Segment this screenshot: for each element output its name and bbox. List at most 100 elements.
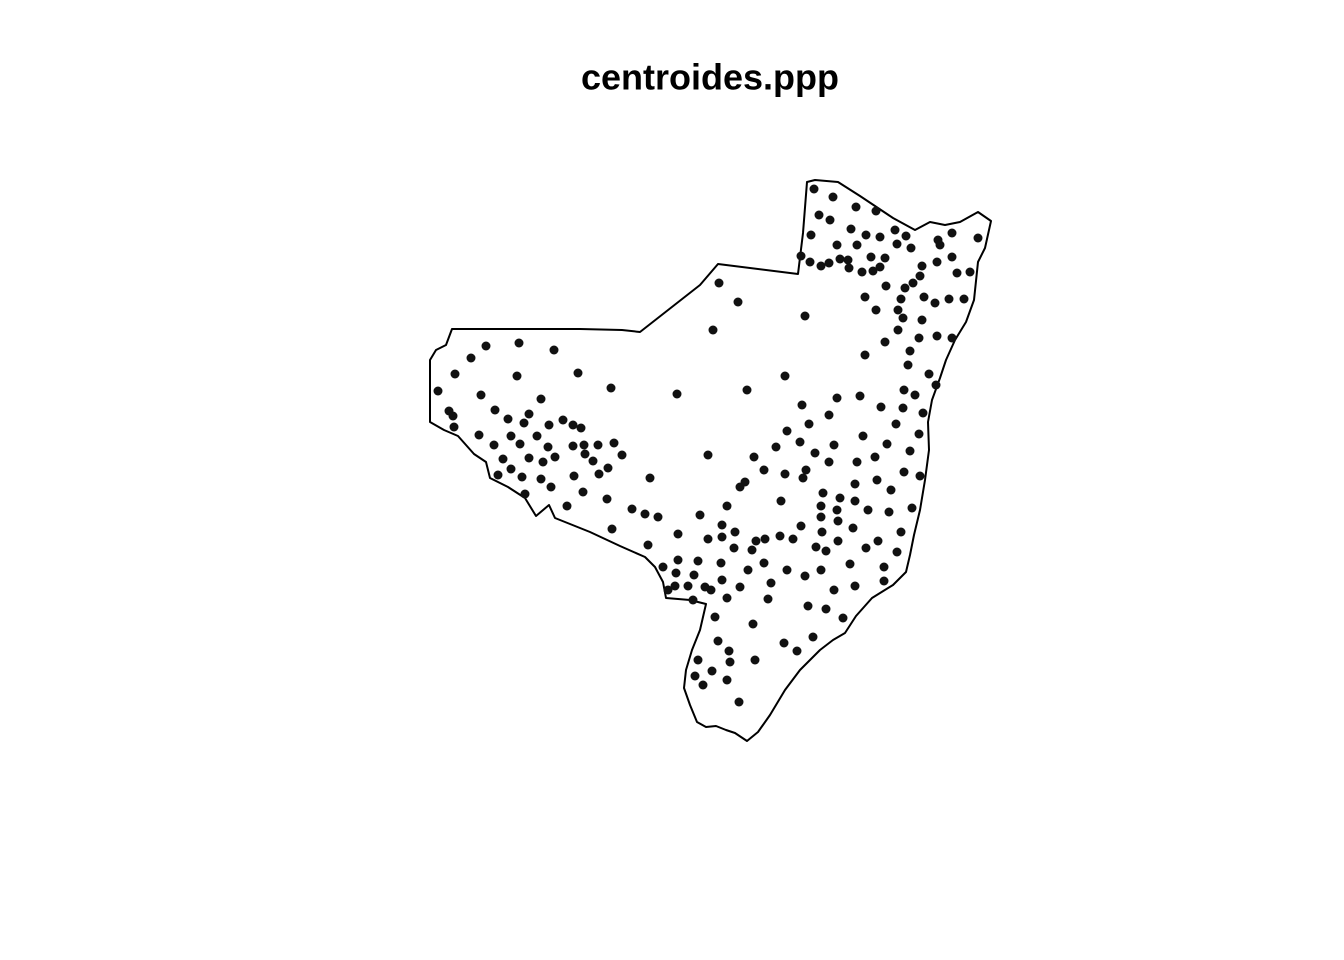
- point: [670, 581, 680, 591]
- point: [795, 437, 805, 447]
- point: [602, 494, 612, 504]
- point: [717, 520, 727, 530]
- point: [576, 423, 586, 433]
- point: [780, 469, 790, 479]
- point: [908, 278, 918, 288]
- point: [490, 405, 500, 415]
- point: [524, 409, 534, 419]
- point: [816, 565, 826, 575]
- point: [476, 390, 486, 400]
- point: [717, 532, 727, 542]
- point: [707, 666, 717, 676]
- point: [952, 268, 962, 278]
- point: [868, 266, 878, 276]
- point: [733, 297, 743, 307]
- point: [806, 230, 816, 240]
- point: [886, 485, 896, 495]
- point: [569, 471, 579, 481]
- point: [568, 420, 578, 430]
- point: [917, 261, 927, 271]
- point: [871, 305, 881, 315]
- point: [515, 439, 525, 449]
- point: [965, 267, 975, 277]
- point: [474, 430, 484, 440]
- point: [780, 371, 790, 381]
- point: [724, 646, 734, 656]
- point: [640, 509, 650, 519]
- point: [722, 593, 732, 603]
- point: [603, 463, 613, 473]
- point: [891, 419, 901, 429]
- point: [512, 371, 522, 381]
- point: [901, 231, 911, 241]
- point: [792, 646, 802, 656]
- point: [796, 251, 806, 261]
- point: [833, 516, 843, 526]
- point: [919, 292, 929, 302]
- point: [850, 479, 860, 489]
- point: [907, 503, 917, 513]
- point: [899, 385, 909, 395]
- point: [829, 440, 839, 450]
- point: [947, 333, 957, 343]
- point: [915, 471, 925, 481]
- point: [816, 261, 826, 271]
- point: [519, 418, 529, 428]
- point: [734, 697, 744, 707]
- point: [466, 353, 476, 363]
- point: [850, 581, 860, 591]
- point: [906, 243, 916, 253]
- point: [653, 512, 663, 522]
- point: [693, 556, 703, 566]
- point: [729, 543, 739, 553]
- point: [825, 215, 835, 225]
- point: [857, 267, 867, 277]
- chart-title: centroides.ppp: [581, 57, 839, 98]
- point: [562, 501, 572, 511]
- point: [914, 333, 924, 343]
- point: [801, 465, 811, 475]
- point: [852, 240, 862, 250]
- point: [832, 393, 842, 403]
- point: [861, 230, 871, 240]
- point: [743, 565, 753, 575]
- point: [749, 452, 759, 462]
- point: [800, 311, 810, 321]
- point: [489, 440, 499, 450]
- point: [932, 257, 942, 267]
- point: [771, 442, 781, 452]
- point: [730, 527, 740, 537]
- point: [544, 420, 554, 430]
- point: [695, 510, 705, 520]
- point: [759, 558, 769, 568]
- point: [725, 657, 735, 667]
- point: [900, 283, 910, 293]
- point: [879, 576, 889, 586]
- point: [722, 675, 732, 685]
- point: [870, 452, 880, 462]
- point: [833, 536, 843, 546]
- point: [871, 206, 881, 216]
- point: [821, 604, 831, 614]
- point: [700, 582, 710, 592]
- point: [573, 368, 583, 378]
- point: [863, 505, 873, 515]
- point: [843, 255, 853, 265]
- point: [811, 542, 821, 552]
- point: [546, 482, 556, 492]
- point: [835, 493, 845, 503]
- point: [549, 345, 559, 355]
- point: [760, 534, 770, 544]
- point: [503, 414, 513, 424]
- point: [708, 325, 718, 335]
- point: [506, 431, 516, 441]
- point: [947, 228, 957, 238]
- point: [918, 408, 928, 418]
- point: [742, 385, 752, 395]
- point: [905, 346, 915, 356]
- point: [673, 529, 683, 539]
- point: [852, 457, 862, 467]
- point: [805, 257, 815, 267]
- point: [671, 568, 681, 578]
- point: [873, 536, 883, 546]
